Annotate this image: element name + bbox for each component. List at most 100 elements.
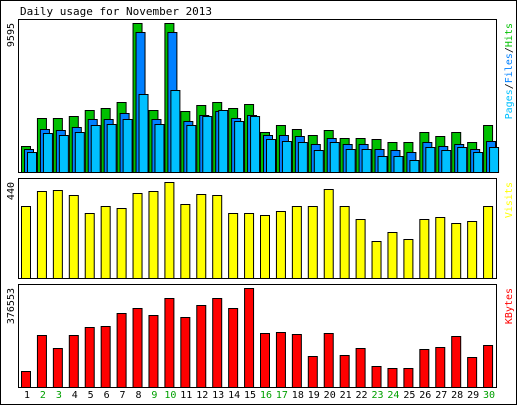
bar-pages — [409, 160, 420, 173]
bar-pages — [473, 152, 484, 173]
x-tick-label: 3 — [56, 390, 62, 401]
bar-pages — [27, 152, 37, 173]
bar-kbytes — [132, 308, 143, 388]
bar-visits — [36, 191, 47, 279]
bar-visits — [100, 206, 111, 279]
bar-pages — [425, 147, 436, 173]
legend-entry: Files — [504, 53, 515, 83]
bar-kbytes — [212, 298, 223, 388]
bar-kbytes — [244, 288, 255, 388]
bar-visits — [164, 182, 175, 279]
bar-pages — [441, 150, 452, 173]
bar-visits — [180, 204, 191, 279]
x-axis-labels: 1 2 3 4 5 6 7 8 9 10 11 12 13 14 15 16 17 18 19 20 21 22 23 24 2… — [24, 390, 495, 401]
chart-panels: 9595 Pages/Files/Hits 440 Visits 376553 KByte… — [6, 19, 515, 401]
x-tick-label: 27 — [435, 390, 447, 401]
x-tick-label: 19 — [308, 390, 320, 401]
bar-kbytes — [164, 298, 175, 388]
bar-visits — [451, 223, 462, 279]
bar-kbytes — [228, 308, 239, 388]
bar-pages — [202, 116, 213, 173]
legend-entry: Hits — [504, 23, 515, 47]
bar-visits — [275, 211, 286, 279]
bar-visits — [260, 215, 270, 279]
x-tick-label: 4 — [72, 390, 78, 401]
bar-visits — [148, 191, 159, 279]
bar-pages — [154, 124, 165, 173]
y-max-label: 376553 — [6, 288, 17, 324]
bar-kbytes — [68, 335, 79, 388]
legend-entry: Pages — [504, 89, 515, 119]
bar-pages — [377, 156, 388, 173]
bar-visits — [116, 208, 127, 279]
x-tick-label: 25 — [403, 390, 415, 401]
x-tick-label: 23 — [371, 390, 383, 401]
bar-kbytes — [196, 305, 207, 388]
x-tick-label: 10 — [164, 390, 176, 401]
bar-pages — [170, 90, 181, 173]
chart-title: Daily usage for November 2013 — [20, 5, 212, 18]
bar-kbytes — [483, 345, 494, 388]
bar-pages — [234, 121, 245, 173]
legend: Visits — [504, 182, 515, 218]
x-tick-label: 13 — [212, 390, 224, 401]
bar-kbytes — [275, 332, 286, 388]
x-tick-label: 18 — [292, 390, 304, 401]
x-tick-label: 30 — [483, 390, 495, 401]
bar-kbytes — [260, 333, 270, 388]
chart-panel-2: 440 Visits — [6, 178, 515, 279]
bar-kbytes — [291, 334, 302, 388]
x-tick-label: 28 — [451, 390, 463, 401]
bar-kbytes — [21, 371, 31, 388]
bar-pages — [393, 156, 404, 173]
bar-visits — [84, 213, 95, 279]
x-tick-label: 15 — [244, 390, 256, 401]
bar-pages — [186, 125, 197, 173]
bar-kbytes — [36, 335, 47, 388]
x-tick-label: 14 — [228, 390, 240, 401]
bar-pages — [218, 110, 229, 173]
y-max-label: 9595 — [6, 23, 17, 47]
bar-kbytes — [323, 333, 334, 388]
bar-visits — [387, 232, 398, 279]
bar-pages — [345, 149, 356, 173]
bar-pages — [58, 135, 69, 173]
bar-visits — [371, 241, 382, 279]
x-tick-label: 26 — [419, 390, 431, 401]
x-tick-label: 17 — [276, 390, 288, 401]
bar-kbytes — [116, 313, 127, 388]
x-tick-label: 9 — [151, 390, 157, 401]
bar-visits — [467, 221, 478, 279]
bar-visits — [435, 217, 446, 279]
bar-kbytes — [355, 348, 366, 388]
bar-visits — [323, 189, 334, 279]
bar-visits — [244, 213, 255, 279]
bar-kbytes — [467, 357, 478, 388]
x-tick-label: 2 — [40, 390, 46, 401]
x-tick-label: 7 — [120, 390, 126, 401]
plot-frame — [18, 284, 497, 388]
chart-panel-3: 376553 KBytes — [6, 284, 515, 388]
legend: Pages/Files/Hits — [504, 23, 515, 119]
bar-kbytes — [371, 366, 382, 388]
chart-panel-1: 9595 Pages/Files/Hits — [6, 19, 515, 173]
legend-entry: KBytes — [504, 288, 515, 324]
x-tick-label: 11 — [180, 390, 192, 401]
bar-pages — [122, 119, 133, 173]
bar-pages — [329, 142, 340, 173]
bar-visits — [52, 190, 63, 279]
bar-kbytes — [419, 349, 430, 388]
bar-pages — [361, 149, 372, 173]
bar-kbytes — [52, 348, 63, 388]
bar-pages — [281, 141, 292, 173]
legend: KBytes — [504, 288, 515, 324]
bar-pages — [74, 132, 85, 173]
bar-visits — [196, 194, 207, 279]
bar-pages — [489, 147, 500, 173]
bar-visits — [307, 206, 318, 279]
bar-visits — [228, 213, 239, 279]
bar-pages — [297, 142, 308, 173]
x-tick-label: 21 — [340, 390, 352, 401]
x-tick-label: 8 — [135, 390, 141, 401]
